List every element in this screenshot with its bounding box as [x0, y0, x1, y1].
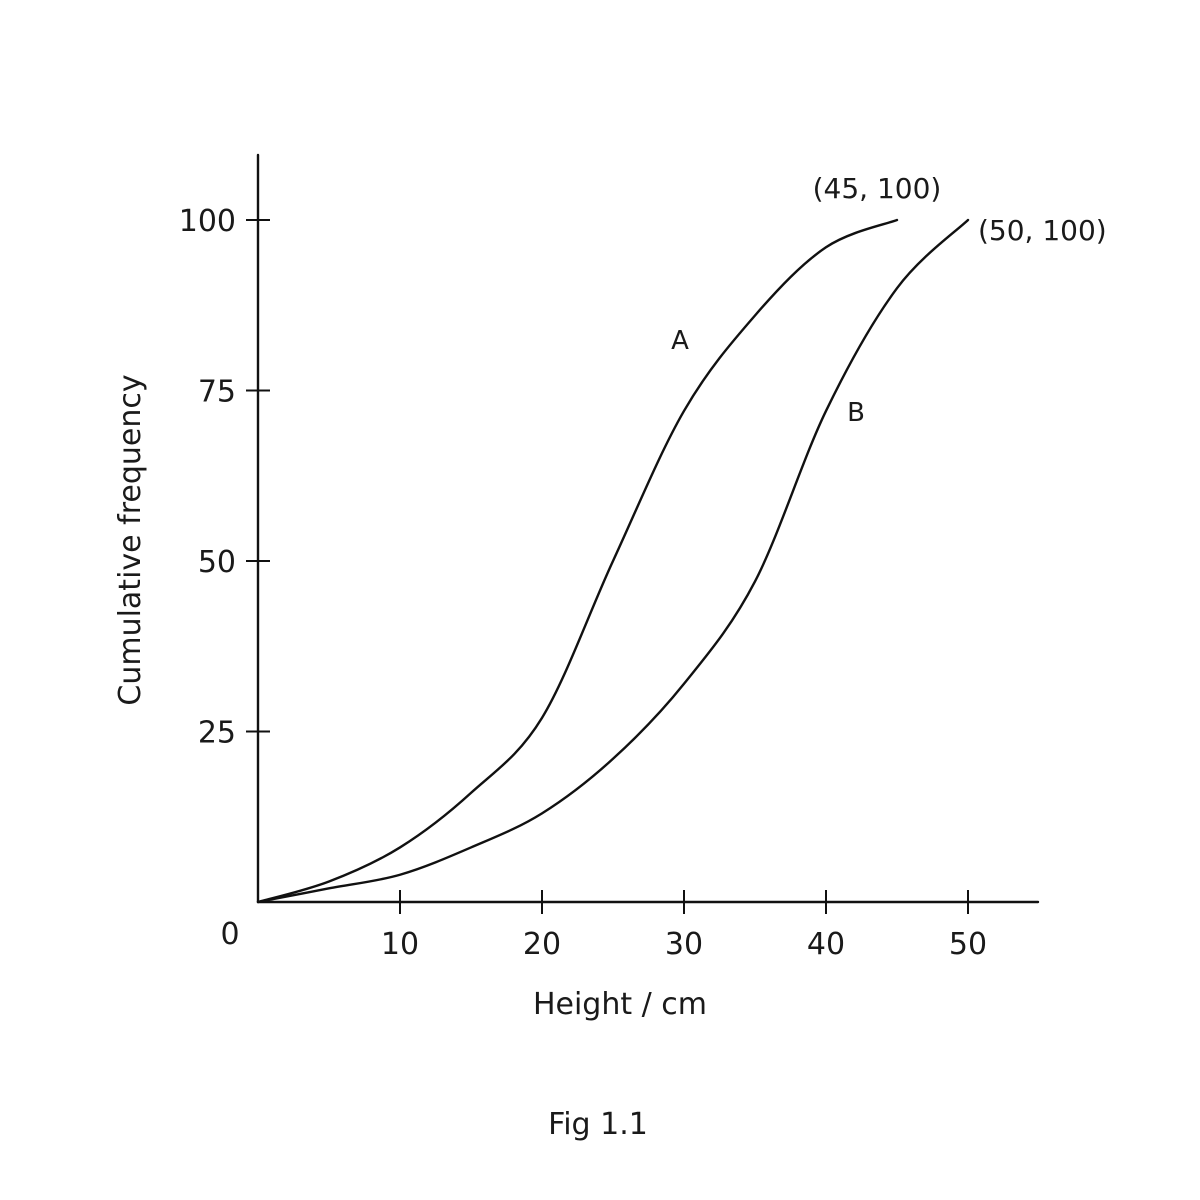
y-axis-title: Cumulative frequency: [113, 374, 148, 705]
endpoint-label-a: (45, 100): [813, 172, 942, 205]
axes: [256, 153, 1040, 904]
series-label-a: A: [671, 326, 689, 356]
x-tick-label: 20: [523, 927, 561, 962]
origin-label: 0: [220, 917, 239, 952]
x-tick-label: 50: [949, 927, 987, 962]
series-label-b: B: [847, 398, 865, 428]
x-tick-label: 30: [665, 927, 703, 962]
series-curve-b: [256, 218, 970, 904]
x-ticks: 10 20 30 40 50: [381, 890, 987, 962]
y-tick-label: 25: [198, 716, 236, 751]
x-axis-title: Height / cm: [533, 987, 707, 1022]
endpoint-label-b: (50, 100): [978, 214, 1107, 247]
x-tick-label: 40: [807, 927, 845, 962]
y-tick-label: 50: [198, 545, 236, 580]
figure-caption: Fig 1.1: [548, 1107, 648, 1142]
x-tick-label: 10: [381, 927, 419, 962]
y-ticks: 25 50 75 100: [179, 204, 270, 751]
y-tick-label: 100: [179, 204, 236, 239]
series-curve-a: [256, 218, 899, 904]
y-tick-label: 75: [198, 375, 236, 410]
curves: A (45, 100) B (50, 100): [256, 172, 1107, 904]
